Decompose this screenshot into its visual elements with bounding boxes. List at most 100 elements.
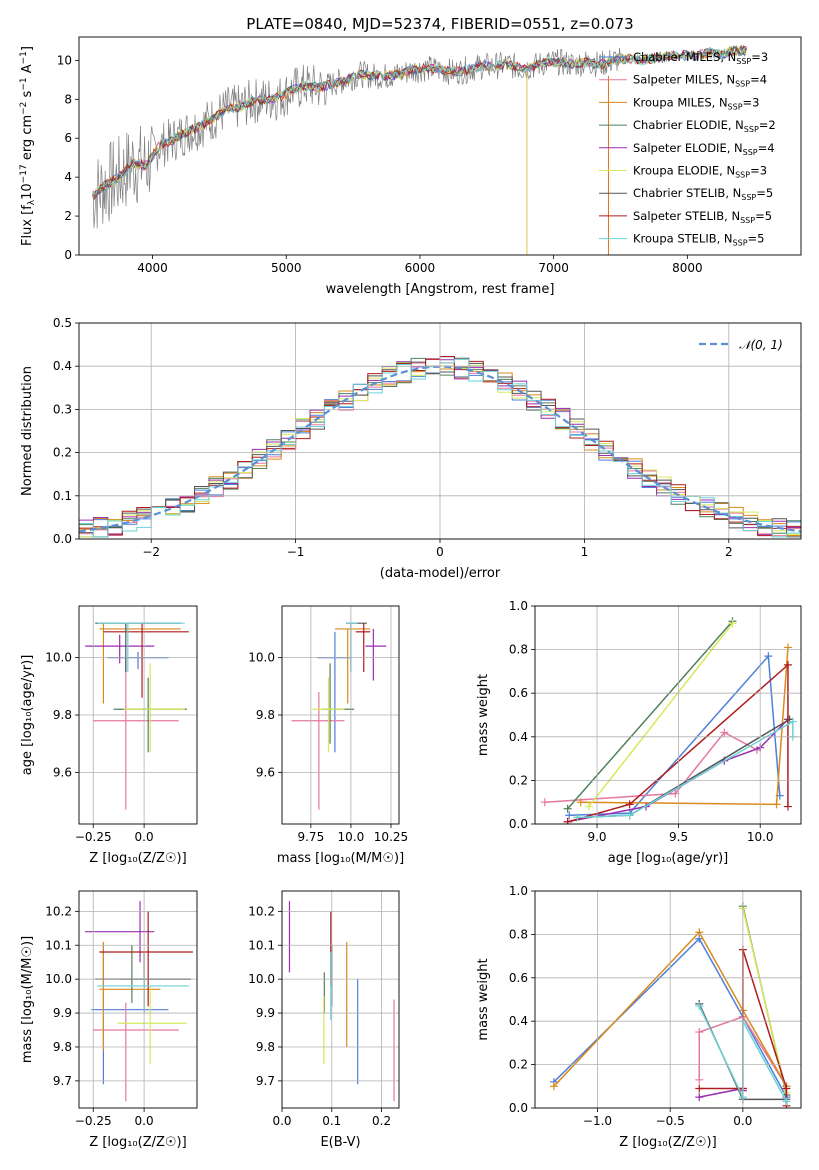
y-tick-label: 9.6 — [53, 765, 72, 779]
y-tick-label: 9.8 — [256, 1040, 275, 1054]
x-tick-label: 0 — [436, 545, 444, 559]
errorbar-point — [99, 623, 181, 704]
x-tick-label: 7000 — [538, 261, 569, 275]
y-tick-label: 1.0 — [509, 599, 528, 613]
series-path — [698, 1015, 788, 1087]
x-tick-label: −1.0 — [583, 1114, 612, 1128]
errorbar-point — [355, 623, 371, 672]
series-line — [563, 617, 737, 813]
panel-mass_vs_Z: −0.25 0.0 9.7 9.8 9.9 10.0 10.1 10.2 Z [log₁₀(Z/… — [20, 890, 198, 1150]
x-tick-label: 9.0 — [587, 830, 606, 844]
y-axis-label: mass weight — [476, 958, 491, 1040]
series-line — [549, 928, 791, 1091]
series-marker — [671, 789, 680, 798]
series-path — [742, 908, 788, 1093]
errorbar-point — [117, 985, 187, 1064]
series-marker — [625, 811, 634, 820]
y-tick-label: 2 — [64, 209, 72, 223]
y-tick-label: 0.2 — [53, 446, 72, 460]
axes-frame — [78, 890, 198, 1109]
errorbar-point — [93, 1002, 179, 1102]
y-tick-label: 0.1 — [53, 489, 72, 503]
series-line — [563, 715, 792, 824]
x-tick-label: 10.0 — [747, 830, 774, 844]
series-line — [584, 619, 737, 811]
series-marker — [563, 804, 572, 813]
axes-frame — [78, 322, 802, 540]
legend-label: Chabrier ELODIE, NSSP=2 — [633, 118, 776, 134]
errorbar-point — [85, 634, 155, 664]
series-marker — [695, 1084, 704, 1093]
y-tick-label: 8 — [64, 92, 72, 106]
errorbar-point — [317, 631, 351, 753]
errorbar-point — [322, 663, 355, 744]
series-marker — [720, 728, 729, 737]
legend-label: Salpeter STELIB, NSSP=5 — [633, 209, 772, 225]
series-marker — [695, 1002, 704, 1011]
legend-label: Kroupa ELODIE, NSSP=3 — [633, 164, 767, 180]
series-marker — [772, 800, 781, 809]
panel-spectrum: 4000 5000 6000 7000 8000 0 2 4 6 8 10 wavelength [A… — [19, 15, 802, 297]
series-marker — [695, 1093, 704, 1102]
errorbar-point — [291, 692, 345, 810]
series-line — [563, 660, 792, 824]
legend-label: Kroupa MILES, NSSP=3 — [633, 95, 759, 111]
x-tick-label: 0.2 — [372, 1114, 391, 1128]
y-tick-label: 10.1 — [45, 938, 72, 952]
y-axis-label: Normed distribution — [20, 366, 35, 496]
errorbar-point — [93, 657, 179, 810]
plot-area — [288, 901, 395, 1102]
series-marker — [565, 811, 574, 820]
legend-entry: Salpeter STELIB, NSSP=5 — [599, 209, 772, 225]
y-tick-label: 0.8 — [509, 643, 528, 657]
x-axis-label: wavelength [Angstrom, rest frame] — [326, 282, 555, 297]
legend-entry: Chabrier STELIB, NSSP=5 — [599, 186, 773, 202]
y-tick-label: 10.0 — [248, 972, 275, 986]
x-tick-label: 6000 — [405, 261, 436, 275]
errorbar-point — [119, 945, 191, 1003]
x-tick-label: −0.25 — [75, 830, 112, 844]
series-path — [580, 647, 789, 806]
x-axis-label: Z [log₁₀(Z/Z☉)] — [89, 1135, 186, 1150]
legend-label: Kroupa STELIB, NSSP=5 — [633, 232, 764, 248]
series-line — [738, 904, 791, 1097]
plot-area — [85, 901, 193, 1102]
y-tick-label: 0 — [64, 248, 72, 262]
x-axis-label: mass [log₁₀(M/M☉)] — [277, 851, 404, 866]
x-tick-label: 4000 — [137, 261, 168, 275]
legend-label: 𝒩(0, 1) — [739, 338, 783, 352]
series-marker — [584, 802, 593, 811]
y-tick-label: 0.0 — [509, 1101, 528, 1115]
y-tick-label: 1.0 — [509, 884, 528, 898]
series-path — [699, 1087, 744, 1098]
y-tick-label: 9.7 — [53, 1074, 72, 1088]
errorbar-point — [95, 952, 191, 1014]
y-tick-label: 10 — [57, 53, 72, 67]
y-tick-label: 0.4 — [509, 1014, 528, 1028]
errorbar-point — [103, 623, 189, 698]
model-line-8 — [93, 46, 747, 195]
y-tick-label: 9.9 — [53, 1006, 72, 1020]
panel-age_vs_mass: 9.75 10.0 10.25 9.6 9.8 10.0 mass [log₁₀(M/M☉)… — [248, 605, 408, 866]
x-axis-label: (data-model)/error — [380, 566, 501, 581]
legend-label: Chabrier STELIB, NSSP=5 — [633, 186, 773, 202]
x-tick-label: 9.75 — [297, 830, 324, 844]
series-path — [567, 620, 734, 810]
series-path — [553, 930, 788, 1087]
series-marker — [728, 619, 737, 628]
series-marker — [788, 717, 797, 726]
series-path — [577, 720, 794, 819]
errorbar-point — [334, 628, 371, 704]
x-axis-label: E(B-V) — [320, 1135, 360, 1150]
y-tick-label: 0.2 — [509, 1058, 528, 1072]
y-tick-label: 0.6 — [509, 971, 528, 985]
y-tick-label: 10.0 — [45, 651, 72, 665]
x-axis-label: Z [log₁₀(Z/Z☉)] — [619, 1135, 716, 1150]
y-tick-label: 9.8 — [256, 708, 275, 722]
model-line-6 — [93, 45, 747, 196]
series-marker — [695, 1075, 704, 1084]
y-tick-label: 10.1 — [248, 938, 275, 952]
x-tick-label: 10.0 — [338, 830, 365, 844]
chart-title: PLATE=0840, MJD=52374, FIBERID=0551, z=0… — [246, 15, 633, 33]
